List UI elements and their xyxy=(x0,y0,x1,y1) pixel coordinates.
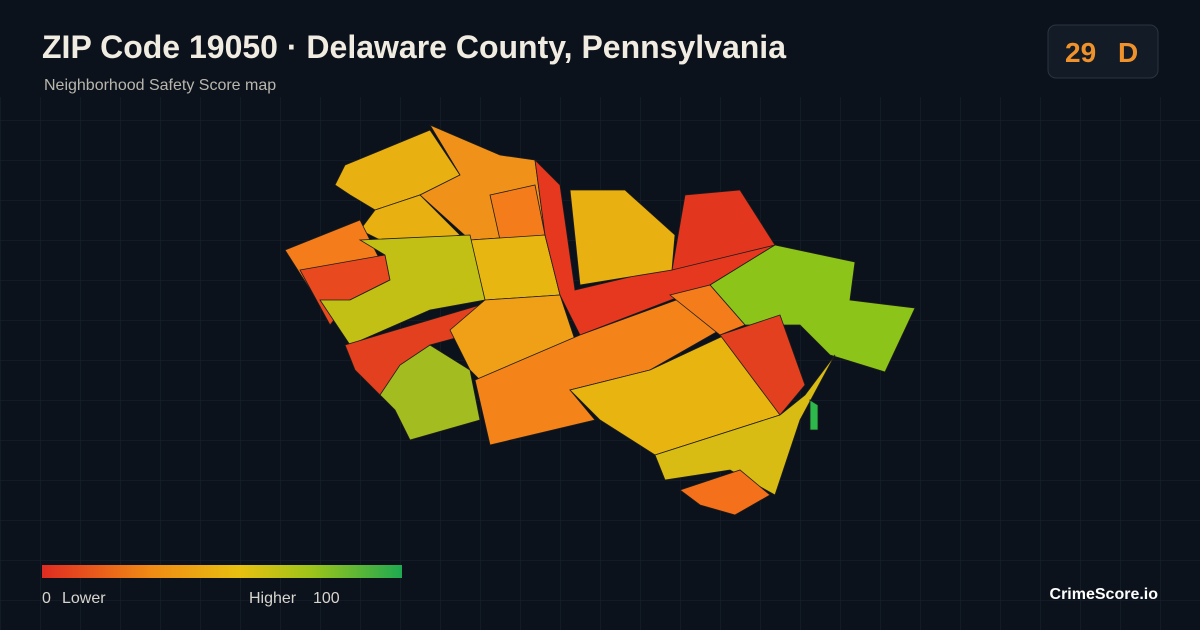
area xyxy=(569,189,676,286)
area xyxy=(719,314,806,416)
area xyxy=(809,399,819,431)
brand: CrimeScore.io xyxy=(1050,586,1159,603)
area xyxy=(319,234,486,346)
title: ZIP Code 19050 · Delaware County, Pennsy… xyxy=(42,29,786,65)
area xyxy=(379,344,481,441)
score-badge xyxy=(1047,24,1159,79)
zip-map xyxy=(284,124,916,516)
area xyxy=(489,184,546,241)
area xyxy=(669,284,746,336)
legend-scale xyxy=(42,565,402,578)
subtitle: Neighborhood Safety Score map xyxy=(44,77,276,94)
score-grade: D xyxy=(1118,37,1138,68)
score-value: 29 xyxy=(1065,37,1096,68)
area xyxy=(469,234,561,301)
area xyxy=(654,354,836,496)
legend-min-label: Lower xyxy=(62,590,106,607)
legend-min: 0 xyxy=(42,590,51,607)
area xyxy=(679,469,771,516)
legend-max-label: Higher xyxy=(249,590,297,607)
area xyxy=(671,189,776,271)
legend-max: 100 xyxy=(313,590,340,607)
